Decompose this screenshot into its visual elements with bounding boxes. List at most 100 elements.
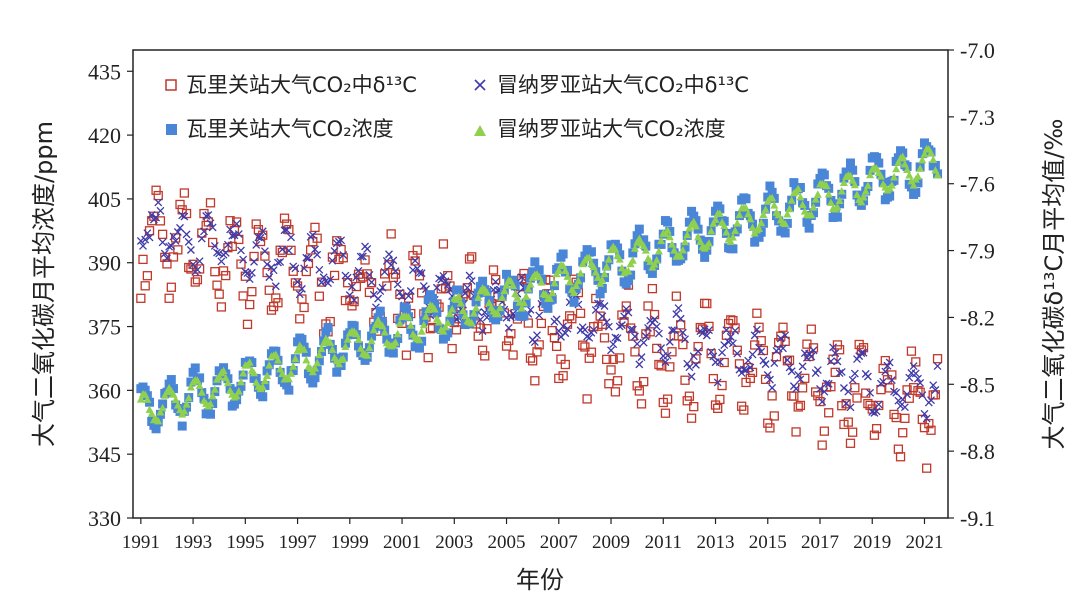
data-point <box>491 277 500 286</box>
data-point <box>321 327 331 337</box>
data-point <box>863 181 872 189</box>
data-point <box>591 306 600 314</box>
data-point <box>140 385 150 395</box>
data-point <box>885 191 895 201</box>
data-point <box>787 367 796 376</box>
data-point <box>537 278 546 286</box>
data-point <box>707 347 716 356</box>
data-point <box>190 363 200 373</box>
data-point <box>471 297 481 307</box>
data-point <box>530 338 539 347</box>
data-point <box>232 219 241 228</box>
data-point <box>237 246 245 255</box>
data-point <box>680 375 690 385</box>
data-point <box>461 311 470 320</box>
data-point <box>173 228 182 236</box>
data-point <box>517 303 526 312</box>
data-point <box>379 269 390 279</box>
data-point <box>226 225 235 234</box>
legend-item-3: 冒纳罗亚站大气CO₂浓度 <box>474 117 726 141</box>
data-point <box>319 273 328 282</box>
data-point <box>676 314 685 323</box>
data-point <box>856 200 866 210</box>
data-point <box>584 353 594 363</box>
data-point <box>818 397 827 406</box>
data-point <box>504 335 514 346</box>
data-point <box>303 369 313 379</box>
x-tick-label: 1997 <box>279 532 317 553</box>
data-point <box>654 329 663 338</box>
data-point <box>911 369 920 378</box>
data-point <box>784 355 795 365</box>
y-axis-right-label: 大气二氧化碳δ¹³C月平均值/‰ <box>1040 119 1068 450</box>
data-point <box>927 148 936 157</box>
data-point <box>715 204 725 214</box>
data-point <box>741 203 750 212</box>
data-point <box>197 234 206 243</box>
data-point <box>239 368 248 377</box>
data-point <box>872 153 882 163</box>
data-point <box>630 244 639 252</box>
data-point <box>890 387 898 396</box>
x-tick-label: 2003 <box>435 532 473 553</box>
data-point <box>319 338 328 347</box>
data-point <box>287 233 295 242</box>
data-point <box>739 405 749 415</box>
data-point <box>913 172 922 180</box>
y-right-tick-label: -7.6 <box>960 172 995 197</box>
data-point <box>570 288 579 297</box>
data-point <box>380 267 389 276</box>
data-point <box>634 224 644 234</box>
data-point <box>582 394 592 404</box>
data-point <box>349 321 359 331</box>
data-point <box>411 256 420 265</box>
data-point <box>342 278 353 288</box>
data-point <box>284 385 294 395</box>
data-point <box>922 463 932 473</box>
data-point <box>615 353 625 363</box>
data-point <box>670 326 679 335</box>
data-point <box>750 237 760 247</box>
data-point <box>602 318 611 327</box>
data-point <box>445 316 455 326</box>
data-point <box>687 372 696 381</box>
data-point <box>221 248 230 257</box>
data-point <box>903 390 912 399</box>
data-point <box>451 325 462 335</box>
x-tick-label: 2019 <box>853 532 891 553</box>
data-point <box>200 227 208 236</box>
data-point <box>824 408 834 418</box>
data-point <box>869 430 880 440</box>
data-point <box>302 355 311 364</box>
y-right-tick-label: -8.8 <box>960 439 995 464</box>
data-point <box>238 291 248 301</box>
data-point <box>728 244 738 254</box>
data-point <box>166 375 176 385</box>
data-point <box>230 231 239 240</box>
data-point <box>684 391 695 401</box>
data-point <box>594 299 602 308</box>
data-point <box>715 209 724 217</box>
data-point <box>208 223 217 232</box>
data-point <box>861 187 870 195</box>
y-right-tick-label: -8.5 <box>960 372 995 397</box>
data-point <box>586 347 597 357</box>
data-point <box>286 245 296 255</box>
data-point <box>793 402 803 412</box>
data-point <box>308 231 317 240</box>
data-point <box>552 315 561 324</box>
data-point <box>746 214 755 223</box>
data-point <box>289 362 298 370</box>
data-point <box>441 277 450 286</box>
data-point <box>895 452 906 462</box>
y-right-tick-label: -7.0 <box>960 38 995 63</box>
data-point <box>578 259 587 268</box>
data-point <box>820 387 829 396</box>
data-point <box>852 393 862 403</box>
data-point <box>332 367 342 377</box>
data-point <box>813 179 823 189</box>
data-point <box>250 257 258 266</box>
data-point <box>558 249 568 259</box>
x-tick-label: 2005 <box>488 532 526 553</box>
data-point <box>151 424 161 434</box>
